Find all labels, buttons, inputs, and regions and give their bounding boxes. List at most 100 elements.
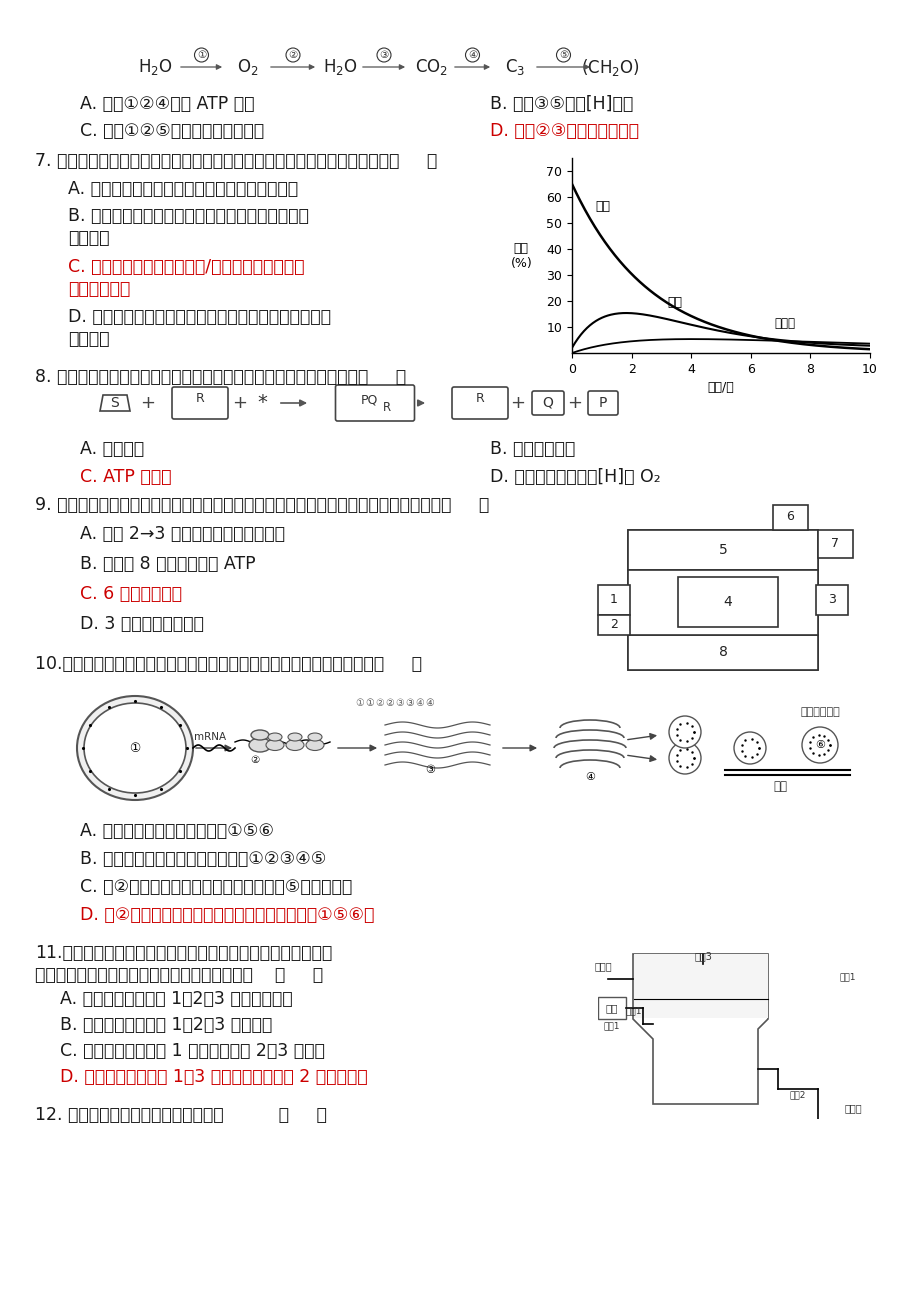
Text: ④: ④ xyxy=(584,772,595,783)
Text: 气泵: 气泵 xyxy=(605,1003,618,1013)
Text: mRNA: mRNA xyxy=(194,732,226,742)
Bar xyxy=(628,635,817,671)
Text: +: + xyxy=(233,395,247,411)
Text: H$_2$O: H$_2$O xyxy=(138,57,172,77)
Circle shape xyxy=(733,732,766,764)
Text: B. 图中与胰岛素合成有关的结构有①②③④⑤: B. 图中与胰岛素合成有关的结构有①②③④⑤ xyxy=(80,850,326,868)
Bar xyxy=(772,505,807,530)
Bar xyxy=(597,615,630,635)
Text: ⑥: ⑥ xyxy=(814,740,824,750)
Text: P: P xyxy=(598,396,607,410)
Text: (CH$_2$O): (CH$_2$O) xyxy=(580,56,639,78)
Text: PQ: PQ xyxy=(360,393,378,406)
Text: CO$_2$: CO$_2$ xyxy=(415,57,448,77)
Text: A. 过程①②④都有 ATP 生成: A. 过程①②④都有 ATP 生成 xyxy=(80,95,255,113)
Text: 3: 3 xyxy=(827,594,835,607)
Bar xyxy=(628,530,817,570)
Text: R: R xyxy=(475,392,483,405)
Text: 干重下降: 干重下降 xyxy=(68,229,109,247)
Text: 开关1: 开关1 xyxy=(603,1021,619,1030)
Text: C. ATP 的水解: C. ATP 的水解 xyxy=(80,467,171,486)
Polygon shape xyxy=(100,395,130,411)
Ellipse shape xyxy=(84,703,186,793)
Ellipse shape xyxy=(286,740,303,750)
Circle shape xyxy=(668,742,700,773)
Text: A. 催化 2→3 的酶存在于线粒体内膜上: A. 催化 2→3 的酶存在于线粒体内膜上 xyxy=(80,525,285,543)
Text: 开关3: 开关3 xyxy=(693,950,711,961)
Text: R: R xyxy=(196,392,204,405)
Polygon shape xyxy=(190,408,210,417)
Text: 7: 7 xyxy=(830,538,838,551)
Text: ①: ① xyxy=(197,49,206,60)
Text: 还原糖: 还原糖 xyxy=(774,316,795,329)
Text: D. 种子萌发过程中，转化成的葡萄糖可为细胞壁的形成: D. 种子萌发过程中，转化成的葡萄糖可为细胞壁的形成 xyxy=(68,309,331,326)
Text: ④: ④ xyxy=(425,698,434,708)
Text: 分泌到细胞外: 分泌到细胞外 xyxy=(800,707,839,717)
Text: 脂肪: 脂肪 xyxy=(596,201,610,214)
Text: 7. 右图表示某油料植物种子萌发过程中的物质变化，下列有关叙述错误的是（     ）: 7. 右图表示某油料植物种子萌发过程中的物质变化，下列有关叙述错误的是（ ） xyxy=(35,152,437,171)
Polygon shape xyxy=(632,954,767,1104)
Text: 4: 4 xyxy=(723,595,732,609)
FancyBboxPatch shape xyxy=(335,385,414,421)
Polygon shape xyxy=(633,954,767,1018)
FancyBboxPatch shape xyxy=(531,391,563,415)
Polygon shape xyxy=(633,999,767,1018)
Ellipse shape xyxy=(249,738,271,753)
Text: ④: ④ xyxy=(468,49,477,60)
Text: A. 乙醇发酵: A. 乙醇发酵 xyxy=(80,440,144,458)
Text: 1: 1 xyxy=(609,594,618,607)
FancyBboxPatch shape xyxy=(172,387,228,419)
Bar xyxy=(815,585,847,615)
Text: 8: 8 xyxy=(718,644,727,659)
Text: B. 种子萌发过程中，由于有机物氧化分解导致种子: B. 种子萌发过程中，由于有机物氧化分解导致种子 xyxy=(68,207,309,225)
Text: 蔗糖: 蔗糖 xyxy=(666,296,682,309)
Text: ①: ① xyxy=(365,698,374,708)
Text: ③: ③ xyxy=(395,698,404,708)
Bar xyxy=(677,577,777,628)
Bar xyxy=(628,570,817,635)
Bar xyxy=(597,585,630,615)
Text: 11.右图所示装置既可用于生产果酒，又可用于生产果醒。以下: 11.右图所示装置既可用于生产果酒，又可用于生产果醒。以下 xyxy=(35,944,332,962)
Text: C. 若②合成的是丙酮酸脱氢酶，则该酶在⑤中发挥作用: C. 若②合成的是丙酮酸脱氢酶，则该酶在⑤中发挥作用 xyxy=(80,878,352,896)
Text: +: + xyxy=(567,395,582,411)
Text: 12. 关于泡菜发酵的叙述，不正确的是          （     ）: 12. 关于泡菜发酵的叙述，不正确的是 （ ） xyxy=(35,1105,326,1124)
FancyBboxPatch shape xyxy=(451,387,507,419)
FancyBboxPatch shape xyxy=(587,391,618,415)
Ellipse shape xyxy=(77,697,193,799)
Bar xyxy=(597,997,625,1019)
Text: A. 图中由双层膜包被的结构有①⑤⑥: A. 图中由双层膜包被的结构有①⑤⑥ xyxy=(80,822,274,840)
Text: S: S xyxy=(110,396,119,410)
Bar xyxy=(817,530,852,559)
Bar xyxy=(628,530,817,671)
Text: +: + xyxy=(510,395,525,411)
Text: 对于果酒和果醒生产时的控制条件叙述正确的是    （     ）: 对于果酒和果醒生产时的控制条件叙述正确的是 （ ） xyxy=(35,966,323,984)
Text: C. 生产果醒时，开关 1 要打开，开关 2、3 要关上: C. 生产果醒时，开关 1 要打开，开关 2、3 要关上 xyxy=(60,1042,324,1060)
Text: ②: ② xyxy=(288,49,298,60)
Circle shape xyxy=(668,716,700,749)
Text: ②: ② xyxy=(250,755,259,766)
Text: 出料口: 出料口 xyxy=(594,961,611,971)
Text: ③: ③ xyxy=(425,766,435,775)
Text: C$_3$: C$_3$ xyxy=(505,57,525,77)
X-axis label: 时间/天: 时间/天 xyxy=(707,381,733,395)
Text: D. 生产果酒时，开关 1、3 要始终关上，开关 2 要间断打开: D. 生产果酒时，开关 1、3 要始终关上，开关 2 要间断打开 xyxy=(60,1068,368,1086)
Text: B. 过程③⑤都有[H]生成: B. 过程③⑤都有[H]生成 xyxy=(490,95,632,113)
Text: D. 3 全部释放到大气中: D. 3 全部释放到大气中 xyxy=(80,615,204,633)
Text: D. 若②合成的是染色体蛋白，则该蛋白会运送到①⑤⑥中: D. 若②合成的是染色体蛋白，则该蛋白会运送到①⑤⑥中 xyxy=(80,906,374,924)
Text: ⑤: ⑤ xyxy=(558,49,568,60)
Text: 开关2: 开关2 xyxy=(789,1090,805,1099)
Text: B. 生产果醒时，开关 1、2、3 都要打开: B. 生产果醒时，开关 1、2、3 都要打开 xyxy=(60,1016,272,1034)
Circle shape xyxy=(801,727,837,763)
Text: 9. 如右图为某同学构建的在晴朗白天植物进行有氧呼吸过程图，下列有关叙述正确的是（     ）: 9. 如右图为某同学构建的在晴朗白天植物进行有氧呼吸过程图，下列有关叙述正确的是… xyxy=(35,496,489,514)
Y-axis label: 干重
(%): 干重 (%) xyxy=(510,241,531,270)
Text: R: R xyxy=(382,401,391,414)
Text: ②: ② xyxy=(385,698,394,708)
Text: ④: ④ xyxy=(415,698,424,708)
Text: 开关1: 开关1 xyxy=(839,973,856,980)
Text: D. 在光下将水分解成[H]和 O₂: D. 在光下将水分解成[H]和 O₂ xyxy=(490,467,660,486)
Text: ①: ① xyxy=(356,698,364,708)
Ellipse shape xyxy=(251,730,268,740)
Ellipse shape xyxy=(266,740,284,750)
Text: 开关1: 开关1 xyxy=(625,1006,641,1016)
Text: Q: Q xyxy=(542,396,553,410)
